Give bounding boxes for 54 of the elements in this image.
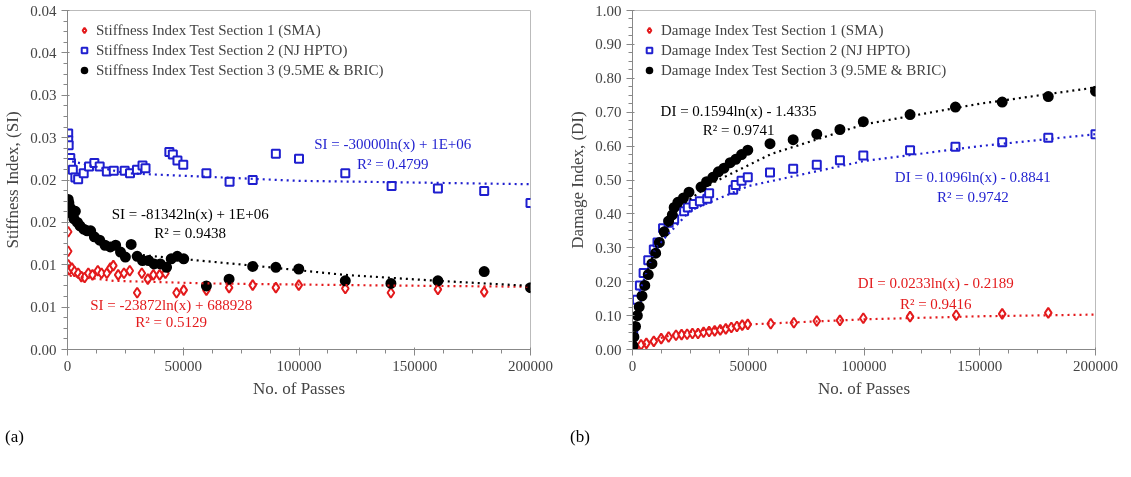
x-tick-label: 150000 [392,357,438,374]
y-tick-label: 0.80 [595,70,622,87]
y-tick-label: 0.40 [595,205,622,222]
y-tick-label: 0.02 [30,172,57,188]
y-tick-label: 0.01 [30,299,57,316]
y-axis-title: Damage Index, (DI) [568,111,588,249]
y-tick-label: 0.90 [595,36,622,53]
annotation: DI = 0.0233ln(x) - 0.2189 [857,275,1014,293]
y-tick-label: 0.02 [30,214,57,231]
x-tick-label: 50000 [164,357,202,374]
x-axis-title: No. of Passes [252,378,346,398]
y-tick-label: 0.20 [595,273,622,290]
y-tick-label: 0.01 [30,256,57,273]
x-axis-title: No. of Passes [817,378,911,398]
x-tick-label: 100000 [841,357,887,374]
annotation: R² = 0.5129 [135,314,208,331]
y-tick-label: 0.10 [595,307,622,324]
annotation: R² = 0.9741 [702,121,775,138]
legend-label: Stiffness Index Test Section 1 (SMA) [96,21,321,39]
y-tick-label: 0.50 [595,172,622,188]
text: (b) [570,426,590,448]
legend-label: Damage Index Test Section 1 (SMA) [661,21,884,39]
x-tick-label: 0 [628,357,637,374]
y-tick-label: 0.00 [595,341,622,358]
x-tick-label: 150000 [957,357,1003,374]
annotation: SI = -30000ln(x) + 1E+06 [314,136,472,154]
x-tick-label: 0 [63,357,72,374]
y-tick-label: 0.03 [30,87,57,104]
y-tick-label: 0.03 [30,129,57,146]
y-tick-label: 0.04 [30,2,57,19]
annotation: DI = 0.1096ln(x) - 0.8841 [894,169,1051,187]
text: (a) [5,426,24,448]
annotation: SI = -81342ln(x) + 1E+06 [111,205,270,223]
x-tick-label: 50000 [729,357,767,374]
legend-label: Damage Index Test Section 3 (9.5ME & BRIC) [661,61,947,79]
annotation: DI = 0.1594ln(x) - 1.4335 [660,102,817,120]
y-tick-label: 0.60 [595,138,622,155]
x-tick-label: 200000 [1073,357,1118,374]
annotation: R² = 0.4799 [356,155,429,172]
y-tick-label: 1.00 [595,2,622,19]
x-tick-label: 100000 [276,357,322,374]
annotation: SI = -23872ln(x) + 688928 [90,296,253,314]
legend-label: Stiffness Index Test Section 2 (NJ HPTO) [96,41,348,59]
legend-label: Damage Index Test Section 2 (NJ HPTO) [661,41,911,59]
legend-label: Stiffness Index Test Section 3 (9.5ME & BRIC) [96,61,384,79]
y-axis-title: Stiffness Index, (SI) [3,111,23,249]
annotation: R² = 0.9416 [899,295,973,312]
y-tick-label: 0.30 [595,239,622,256]
annotation: R² = 0.9438 [154,224,227,241]
annotation: R² = 0.9742 [936,188,1009,205]
y-tick-label: 0.00 [30,341,57,358]
y-tick-label: 0.70 [595,104,622,121]
y-tick-label: 0.04 [30,44,57,61]
x-tick-label: 200000 [508,357,553,374]
